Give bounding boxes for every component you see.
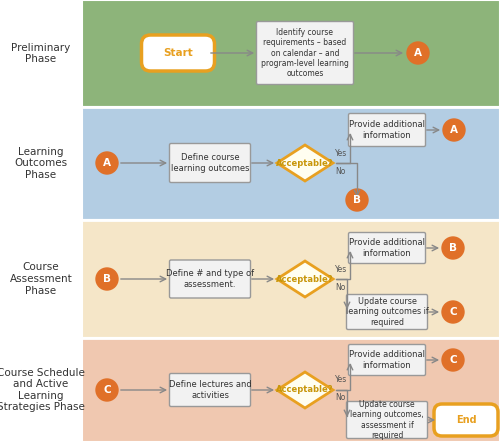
Text: Course
Assessment
Phase: Course Assessment Phase <box>10 263 72 296</box>
Bar <box>0 107 82 220</box>
Text: Yes: Yes <box>335 264 347 274</box>
Text: Update course
learning outcomes,
assessment if
required: Update course learning outcomes, assessm… <box>350 400 424 440</box>
Text: Learning
Outcomes
Phase: Learning Outcomes Phase <box>14 147 68 180</box>
Text: Define lectures and
activities: Define lectures and activities <box>168 380 252 400</box>
Text: Provide additional
information: Provide additional information <box>349 238 425 258</box>
Text: Define # and type of
assessment.: Define # and type of assessment. <box>166 269 254 289</box>
Circle shape <box>96 268 118 290</box>
Text: B: B <box>449 243 457 253</box>
Text: A: A <box>414 48 422 58</box>
Text: No: No <box>335 167 345 175</box>
Text: Acceptable?: Acceptable? <box>276 274 334 283</box>
FancyBboxPatch shape <box>170 144 250 183</box>
FancyBboxPatch shape <box>170 373 250 407</box>
Text: Acceptable?: Acceptable? <box>276 159 334 168</box>
Bar <box>0 0 82 107</box>
Bar <box>82 220 500 338</box>
Text: Update course
learning outcomes if
required: Update course learning outcomes if requi… <box>346 297 428 327</box>
FancyBboxPatch shape <box>142 35 214 71</box>
Bar <box>82 107 500 220</box>
Bar <box>0 338 82 442</box>
FancyBboxPatch shape <box>348 232 426 263</box>
FancyBboxPatch shape <box>346 401 428 438</box>
Text: B: B <box>103 274 111 284</box>
Bar <box>82 0 500 107</box>
FancyBboxPatch shape <box>348 344 426 376</box>
FancyBboxPatch shape <box>348 114 426 146</box>
Circle shape <box>407 42 429 64</box>
Text: Yes: Yes <box>335 149 347 157</box>
Polygon shape <box>277 145 333 181</box>
FancyBboxPatch shape <box>256 22 354 84</box>
Text: Start: Start <box>163 48 193 58</box>
Text: Provide additional
information: Provide additional information <box>349 120 425 140</box>
FancyBboxPatch shape <box>346 294 428 329</box>
Polygon shape <box>277 261 333 297</box>
Text: Course Schedule
and Active
Learning
Strategies Phase: Course Schedule and Active Learning Stra… <box>0 368 85 412</box>
Circle shape <box>346 189 368 211</box>
Circle shape <box>442 349 464 371</box>
Text: Define course
learning outcomes: Define course learning outcomes <box>171 153 249 173</box>
Text: End: End <box>456 415 476 425</box>
Text: Preliminary
Phase: Preliminary Phase <box>12 43 70 64</box>
Text: Identify course
requirements – based
on calendar – and
program-level learning
ou: Identify course requirements – based on … <box>261 28 349 78</box>
Bar <box>0 220 82 338</box>
Text: No: No <box>335 393 345 403</box>
FancyBboxPatch shape <box>434 404 498 436</box>
Text: Yes: Yes <box>335 376 347 385</box>
Text: C: C <box>449 355 457 365</box>
Text: A: A <box>103 158 111 168</box>
Text: C: C <box>103 385 111 395</box>
FancyBboxPatch shape <box>170 260 250 298</box>
Polygon shape <box>277 372 333 408</box>
Text: Provide additional
information: Provide additional information <box>349 351 425 370</box>
Bar <box>82 338 500 442</box>
Circle shape <box>443 119 465 141</box>
Circle shape <box>96 379 118 401</box>
Text: Acceptable?: Acceptable? <box>276 385 334 395</box>
Text: B: B <box>353 195 361 205</box>
Text: A: A <box>450 125 458 135</box>
Circle shape <box>96 152 118 174</box>
Text: C: C <box>449 307 457 317</box>
Circle shape <box>442 237 464 259</box>
Text: No: No <box>335 282 345 292</box>
Circle shape <box>442 301 464 323</box>
